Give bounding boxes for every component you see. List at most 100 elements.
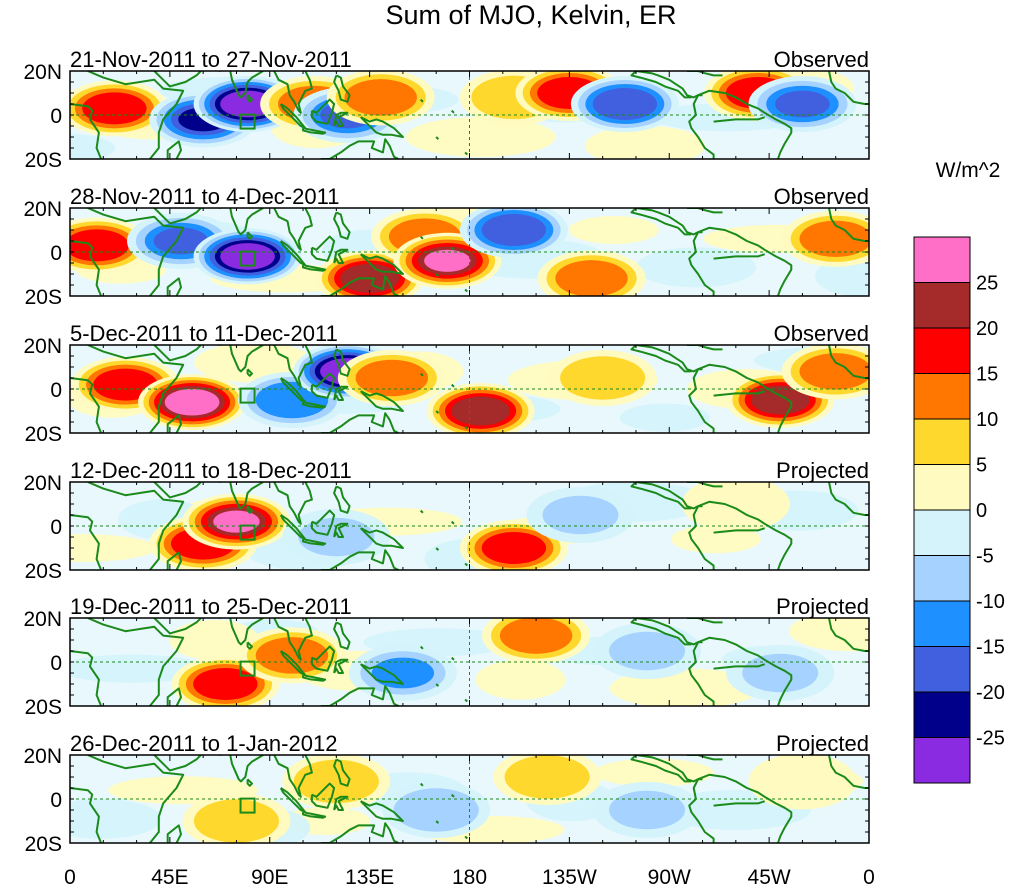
region-box-marker xyxy=(239,660,256,677)
coastline xyxy=(464,562,469,567)
coastline xyxy=(320,412,399,433)
anomaly-field xyxy=(70,755,863,843)
coastline xyxy=(87,71,185,159)
colorbar-swatch xyxy=(913,418,971,465)
coastline xyxy=(713,527,766,534)
x-axis: 0 45E 90E 135E 180 135W 90W 45W 0 xyxy=(64,866,875,889)
coastline xyxy=(688,94,715,159)
panel-date-range: 21-Nov-2011 to 27-Nov-2011 xyxy=(70,47,352,72)
colorbar-tick-label: 15 xyxy=(976,364,998,386)
anomaly-contour xyxy=(371,657,435,689)
anomaly-contour xyxy=(742,653,819,693)
coastline xyxy=(218,345,264,373)
colorbar-tick-label: 25 xyxy=(976,273,998,295)
colorbar-tick-label: -20 xyxy=(976,682,1005,704)
coastline xyxy=(333,74,351,103)
lat-tick-label: 0 xyxy=(50,516,62,539)
anomaly-contour xyxy=(364,364,420,392)
coastline xyxy=(166,824,182,843)
coastline xyxy=(713,800,766,807)
map-panel: 20N 0 20S 28-Nov-2011 to 4-Dec-2011 Observed xyxy=(23,184,870,309)
colorbar-tick-label: 20 xyxy=(976,318,998,340)
coastline xyxy=(87,482,185,570)
coastline xyxy=(464,425,469,430)
coastline xyxy=(688,641,715,706)
anomaly-contour xyxy=(808,358,864,385)
coastline xyxy=(302,264,327,272)
coastline xyxy=(273,618,313,661)
coastline xyxy=(688,505,715,570)
coastline xyxy=(218,618,264,646)
coastline xyxy=(359,253,404,275)
coastline xyxy=(279,103,307,130)
coastline xyxy=(435,273,440,277)
coastline xyxy=(713,663,766,670)
lon-tick-label: 0 xyxy=(64,866,76,889)
anomaly-contour xyxy=(599,92,650,116)
anomaly-contour xyxy=(609,631,686,671)
lat-tick-label: 20S xyxy=(25,560,62,583)
coastline xyxy=(218,208,264,236)
coastline xyxy=(246,641,253,650)
anomaly-contour xyxy=(153,227,209,255)
panel-date-range: 26-Dec-2011 to 1-Jan-2012 xyxy=(70,731,337,756)
lat-tick-label: 0 xyxy=(50,105,62,128)
coastline xyxy=(166,687,182,706)
lat-tick-label: 0 xyxy=(50,379,62,402)
coastlines xyxy=(70,755,869,843)
colorbar-tick-label: -15 xyxy=(976,637,1005,659)
panels-group: 20N 0 20S 21-Nov-2011 to 27-Nov-2011 Observe… xyxy=(23,47,870,856)
coastline xyxy=(70,514,103,570)
coastline xyxy=(87,755,185,843)
coastlines xyxy=(70,482,869,570)
coastline xyxy=(70,240,103,296)
coastline xyxy=(687,208,723,214)
coastline xyxy=(630,755,692,783)
lat-tick-label: 20N xyxy=(23,608,62,631)
coastline xyxy=(697,773,793,843)
coastline xyxy=(87,345,185,433)
coastline xyxy=(246,778,253,787)
lon-tick-label: 135E xyxy=(345,866,394,889)
anomaly-field xyxy=(70,345,869,433)
lat-tick-label: 20N xyxy=(23,472,62,495)
coastline xyxy=(828,345,869,379)
coastline xyxy=(464,151,469,156)
anomaly-contour xyxy=(405,794,468,826)
coastlines xyxy=(70,618,869,706)
coastline xyxy=(310,645,336,672)
coastline xyxy=(630,618,692,646)
anomaly-contour xyxy=(205,805,268,837)
colorbar-swatch xyxy=(913,282,971,329)
coastline xyxy=(302,674,327,682)
weak-anomaly xyxy=(789,618,869,652)
coastline xyxy=(419,782,424,787)
lat-tick-label: 20S xyxy=(25,286,62,309)
coastlines xyxy=(70,345,869,433)
coastline xyxy=(302,127,327,135)
coastline xyxy=(419,98,424,103)
coastline xyxy=(630,482,692,510)
coastline xyxy=(687,345,723,351)
anomaly-contour xyxy=(100,372,151,397)
coastline xyxy=(302,538,327,546)
coastline xyxy=(246,368,253,377)
coastline xyxy=(635,345,703,373)
map-panel: 20N 0 20S 26-Dec-2011 to 1-Jan-2012 Projecte… xyxy=(23,731,870,856)
coastline xyxy=(697,363,793,433)
anomaly-contour xyxy=(508,622,564,649)
coastline xyxy=(359,116,404,138)
map-panel: 20N 0 20S 19-Dec-2011 to 25-Dec-2011 Project… xyxy=(23,594,870,719)
region-box-marker xyxy=(239,113,256,130)
coastline xyxy=(310,782,336,809)
anomaly-contour xyxy=(89,96,140,121)
weak-anomaly xyxy=(619,403,710,432)
coastline xyxy=(333,211,351,240)
anomaly-contour xyxy=(457,399,504,423)
coastline xyxy=(333,621,351,650)
colorbar-swatch xyxy=(913,327,971,374)
coastline xyxy=(435,820,440,824)
coastline xyxy=(333,522,349,538)
coastline xyxy=(166,277,182,296)
